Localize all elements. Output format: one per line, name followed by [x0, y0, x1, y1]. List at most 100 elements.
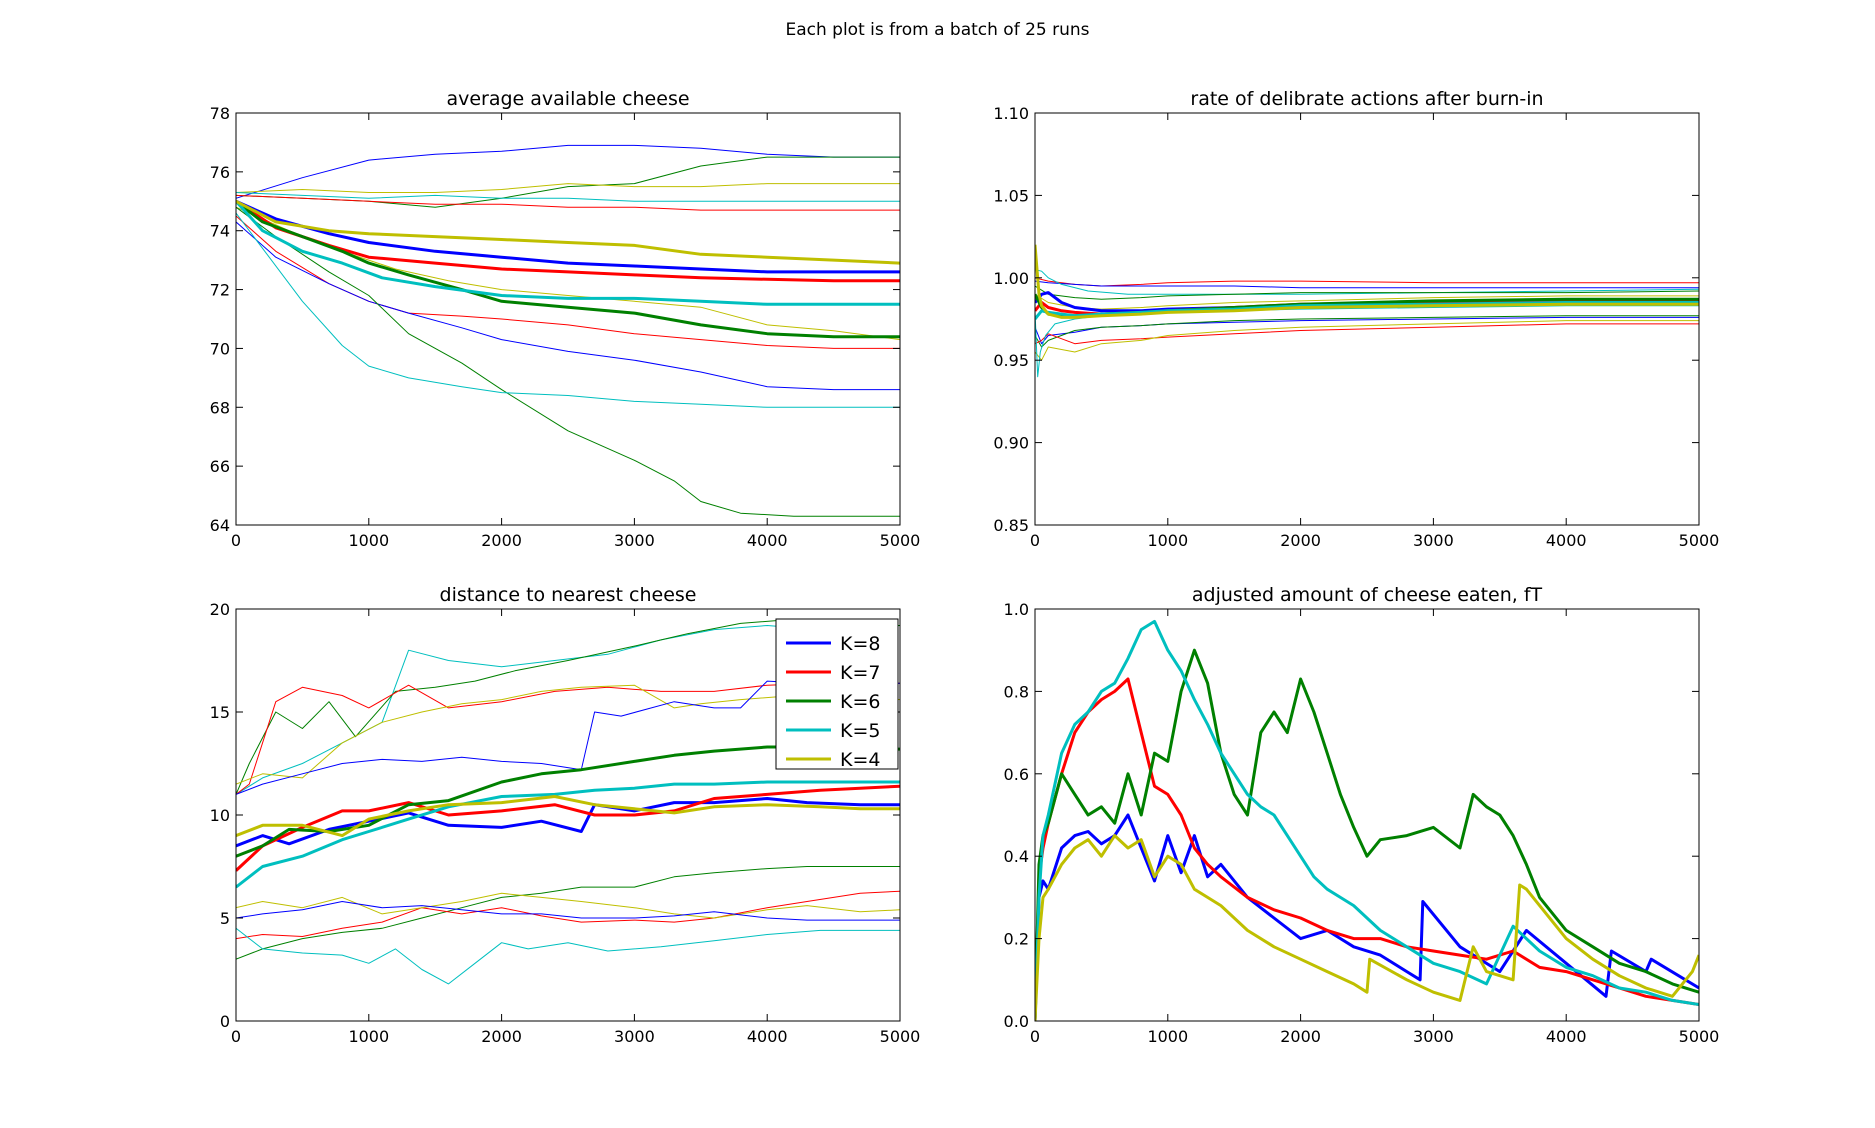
series-line-11 [1035, 315, 1699, 348]
y-tick-label: 20 [210, 600, 230, 619]
series-line-4 [236, 199, 900, 265]
series-line-5 [236, 625, 900, 795]
series-group [1035, 619, 1699, 1021]
x-tick-label: 5000 [1679, 1027, 1720, 1046]
series-line-12 [236, 221, 900, 391]
y-tick-label: 66 [210, 457, 230, 476]
subplot-cheese-eaten-fT: 0 1000 2000 3000 4000 5000 0.0 0.2 0.4 0.6 0.8 1.0 a… [1004, 584, 1720, 1046]
x-tick-label: 1000 [348, 1027, 389, 1046]
series-line-3 [1035, 619, 1699, 1021]
y-tick-label: 70 [210, 339, 230, 358]
legend-label: K=4 [840, 749, 880, 771]
x-tick-label: 5000 [880, 531, 921, 550]
series-line-0 [236, 199, 900, 274]
series-line-8 [236, 192, 900, 202]
subplot-delibrate-actions-rate: 0 1000 2000 3000 4000 5000 0.85 0.90 0.95 1.00 1.0… [993, 88, 1719, 550]
series-line-9 [236, 194, 900, 211]
series-line-12 [236, 892, 900, 919]
legend-label: K=7 [840, 662, 880, 684]
y-tick-label: 1.00 [993, 269, 1029, 288]
series-group [236, 144, 900, 517]
x-tick-label: 0 [231, 531, 241, 550]
subplot-title: rate of delibrate actions after burn-in [1190, 88, 1543, 110]
x-tick-label: 5000 [880, 1027, 921, 1046]
legend: K=8 K=7 K=6 K=5 K=4 [775, 618, 899, 771]
x-tick-label: 4000 [1546, 531, 1587, 550]
series-line-13 [1035, 320, 1699, 361]
x-tick-label: 4000 [747, 531, 788, 550]
axes-frame [1034, 608, 1700, 1022]
series-line-10 [1035, 316, 1699, 345]
series-line-8 [1035, 285, 1699, 300]
x-tick-label: 2000 [481, 1027, 522, 1046]
x-tick-label: 2000 [481, 531, 522, 550]
legend-label: K=8 [840, 633, 880, 655]
series-line-2 [236, 200, 900, 339]
y-tick-label: 0.0 [1004, 1012, 1029, 1031]
series-line-6 [1035, 280, 1699, 289]
axes-frame [1034, 112, 1700, 526]
x-tick-label: 0 [1030, 531, 1040, 550]
subplot-title: adjusted amount of cheese eaten, fT [1192, 584, 1543, 606]
y-tick-label: 5 [220, 909, 230, 928]
x-tick-label: 2000 [1280, 531, 1321, 550]
figure-suptitle: Each plot is from a batch of 25 runs [785, 20, 1090, 40]
x-tick-label: 1000 [1147, 1027, 1188, 1046]
series-line-5 [1035, 277, 1699, 287]
series-line-4 [1035, 244, 1699, 319]
series-line-7 [236, 183, 900, 193]
y-tick-label: 0.85 [993, 516, 1029, 535]
y-tick-label: 76 [210, 163, 230, 182]
series-line-4 [1035, 834, 1699, 1021]
x-tick-label: 2000 [1280, 1027, 1321, 1046]
y-tick-label: 15 [210, 703, 230, 722]
series-group [1035, 244, 1699, 378]
y-tick-label: 1.10 [993, 104, 1029, 123]
x-tick-label: 3000 [614, 1027, 655, 1046]
x-tick-label: 1000 [1147, 531, 1188, 550]
y-tick-label: 1.05 [993, 186, 1029, 205]
x-tick-label: 4000 [747, 1027, 788, 1046]
x-tick-label: 3000 [1413, 531, 1454, 550]
y-tick-label: 0.4 [1004, 847, 1029, 866]
series-line-2 [1035, 648, 1699, 1021]
series-line-5 [236, 144, 900, 199]
y-tick-label: 78 [210, 104, 230, 123]
axes-frame [235, 112, 901, 526]
y-tick-label: 72 [210, 281, 230, 300]
series-line-13 [236, 901, 900, 921]
legend-label: K=6 [840, 691, 880, 713]
y-tick-label: 0.2 [1004, 930, 1029, 949]
series-line-6 [236, 618, 900, 795]
subplot-distance-to-cheese: 0 1000 2000 3000 4000 5000 0 5 10 15 20 distance to… [210, 584, 921, 1046]
x-tick-label: 0 [1030, 1027, 1040, 1046]
legend-label: K=5 [840, 720, 880, 742]
subplot-title: average available cheese [446, 88, 689, 110]
x-tick-label: 0 [231, 1027, 241, 1046]
series-line-14 [236, 212, 900, 408]
series-line-1 [1035, 677, 1699, 1021]
subplot-title: distance to nearest cheese [440, 584, 697, 606]
y-tick-label: 1.0 [1004, 600, 1029, 619]
y-tick-label: 0 [220, 1012, 230, 1031]
x-tick-label: 5000 [1679, 531, 1720, 550]
series-line-13 [236, 206, 900, 517]
subplot-available-cheese: 0 1000 2000 3000 4000 5000 64 66 68 70 72 74 76 78 ave… [210, 88, 921, 550]
series-line-8 [236, 684, 900, 785]
x-tick-label: 4000 [1546, 1027, 1587, 1046]
x-tick-label: 3000 [614, 531, 655, 550]
y-tick-label: 74 [210, 222, 230, 241]
series-line-1 [236, 784, 900, 872]
series-line-3 [236, 200, 900, 306]
y-tick-label: 0.90 [993, 434, 1029, 453]
y-tick-label: 10 [210, 806, 230, 825]
y-tick-label: 0.95 [993, 351, 1029, 370]
series-line-10 [236, 866, 900, 960]
y-tick-label: 68 [210, 398, 230, 417]
y-tick-label: 64 [210, 516, 230, 535]
series-line-14 [236, 927, 900, 985]
series-line-7 [236, 682, 900, 795]
series-line-4 [236, 795, 900, 838]
series-line-11 [236, 890, 900, 940]
